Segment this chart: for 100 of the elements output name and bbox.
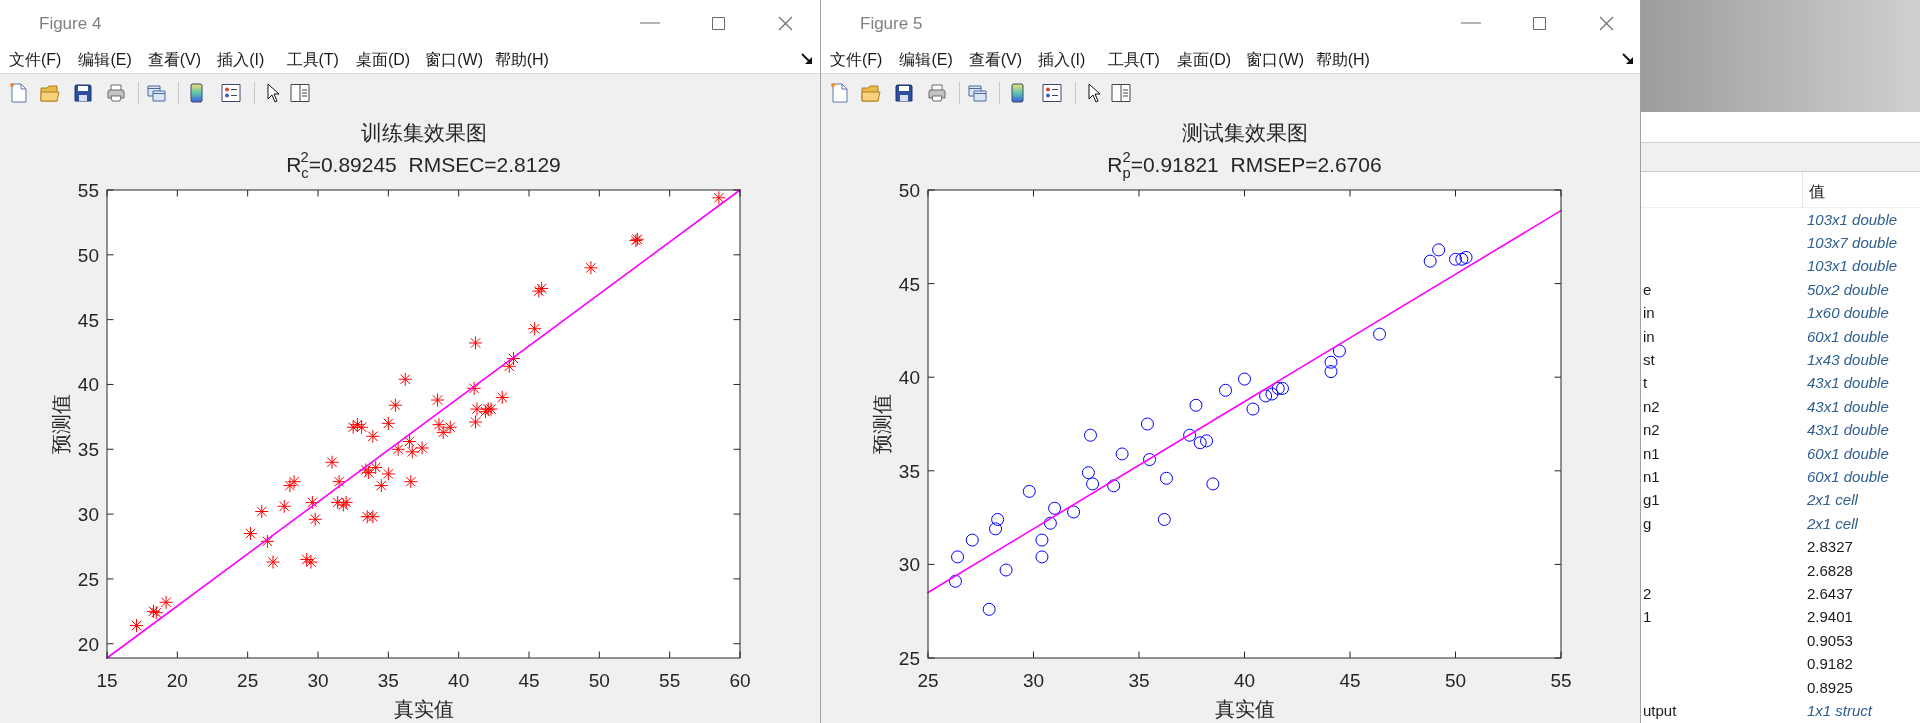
point	[1206, 477, 1220, 491]
text: 插入(I)	[1038, 51, 1086, 68]
x-tick-label: 25	[237, 670, 259, 691]
text: 0.9182	[1807, 655, 1853, 673]
point	[1200, 434, 1214, 448]
point	[1271, 381, 1285, 395]
category-label: st	[1643, 350, 1655, 368]
x-tick-label: 50	[1444, 670, 1467, 691]
point	[1189, 398, 1203, 412]
text: 帮助(H)	[494, 51, 549, 68]
point	[1183, 428, 1197, 442]
point	[303, 555, 318, 570]
point	[1143, 453, 1157, 467]
point	[1324, 365, 1338, 379]
y-tick-label: 40	[898, 367, 920, 389]
point	[1459, 250, 1473, 264]
text: 2.6828	[1807, 561, 1853, 579]
text: 0.8925	[1807, 678, 1853, 696]
category-label: n2	[1643, 397, 1660, 415]
point	[982, 602, 996, 616]
text: Figure 4	[39, 14, 102, 33]
point	[1238, 372, 1251, 386]
text: 60x1 double	[1807, 444, 1889, 462]
point	[468, 335, 483, 350]
x-tick-label: 20	[166, 670, 188, 691]
point	[431, 417, 446, 432]
point	[1115, 447, 1129, 461]
point	[443, 420, 458, 435]
y-axis-title: 预测值	[50, 394, 72, 454]
point	[467, 381, 482, 396]
text: 帮助(H)	[1315, 51, 1370, 68]
point	[1159, 471, 1173, 485]
chart-title: 训练集效果图	[360, 121, 487, 145]
point	[388, 398, 403, 413]
category-label: g	[1643, 514, 1652, 532]
point	[159, 595, 174, 610]
text: 103x1 double	[1807, 257, 1898, 275]
x-tick-label: 35	[377, 670, 399, 691]
point	[260, 534, 275, 549]
x-tick-label: 45	[518, 670, 540, 691]
category-label: utput	[1643, 701, 1677, 719]
point	[583, 260, 598, 275]
point	[436, 425, 451, 440]
text: 0.9053	[1807, 631, 1853, 649]
point	[1259, 389, 1273, 403]
point	[1265, 387, 1279, 401]
point	[1193, 436, 1207, 450]
x-axis-title: 真实值	[393, 698, 454, 720]
y-tick-label: 30	[77, 504, 99, 526]
point	[129, 618, 144, 633]
point	[965, 533, 979, 547]
x-tick-label: 30	[307, 670, 329, 691]
text: 1x1 struct	[1807, 701, 1873, 719]
category-label: in	[1643, 327, 1655, 345]
y-tick-label: 55	[77, 180, 99, 201]
category-label: t	[1643, 374, 1648, 392]
point	[991, 512, 1005, 526]
chart-subtitle: R$_{c}$$^{2}$=0.89245 RMSEC=2.8129	[286, 148, 561, 182]
point	[1067, 505, 1081, 519]
text: 43x1 double	[1807, 397, 1889, 415]
point	[1022, 484, 1036, 498]
point	[305, 495, 320, 510]
point	[403, 474, 418, 489]
point	[1048, 501, 1062, 515]
text: 文件(F)	[9, 51, 62, 68]
point	[469, 402, 484, 417]
point	[1324, 355, 1338, 369]
x-tick-label: 30	[1022, 670, 1045, 691]
point	[502, 359, 517, 374]
x-tick-label: 25	[917, 670, 939, 691]
y-tick-label: 50	[898, 180, 920, 201]
point	[277, 499, 292, 514]
point	[1455, 252, 1469, 266]
x-tick-label: 15	[96, 670, 118, 691]
point	[468, 415, 483, 430]
point	[989, 522, 1003, 536]
text: 60x1 double	[1807, 327, 1889, 345]
point	[243, 526, 258, 541]
point	[1083, 428, 1097, 442]
category-label: g1	[1643, 491, 1660, 509]
x-tick-label: 55	[659, 670, 681, 691]
x-tick-label: 60	[729, 670, 751, 691]
point	[282, 478, 297, 493]
point	[1423, 254, 1437, 268]
text: 窗口(W)	[425, 51, 484, 68]
text: 50x2 double	[1807, 280, 1889, 298]
point	[1107, 479, 1121, 493]
y-axis-title: 预测值	[871, 394, 893, 454]
point	[1086, 477, 1100, 491]
text: 1x60 double	[1807, 304, 1889, 322]
point	[381, 416, 396, 431]
chart-title: 测试集效果图	[1181, 121, 1308, 145]
point	[430, 393, 445, 408]
x-tick-label: 35	[1128, 670, 1150, 691]
point	[1219, 383, 1233, 397]
point	[350, 417, 365, 432]
point	[365, 429, 380, 444]
point	[287, 474, 302, 489]
category-label: n1	[1643, 444, 1660, 462]
text: 桌面(D)	[355, 51, 411, 68]
